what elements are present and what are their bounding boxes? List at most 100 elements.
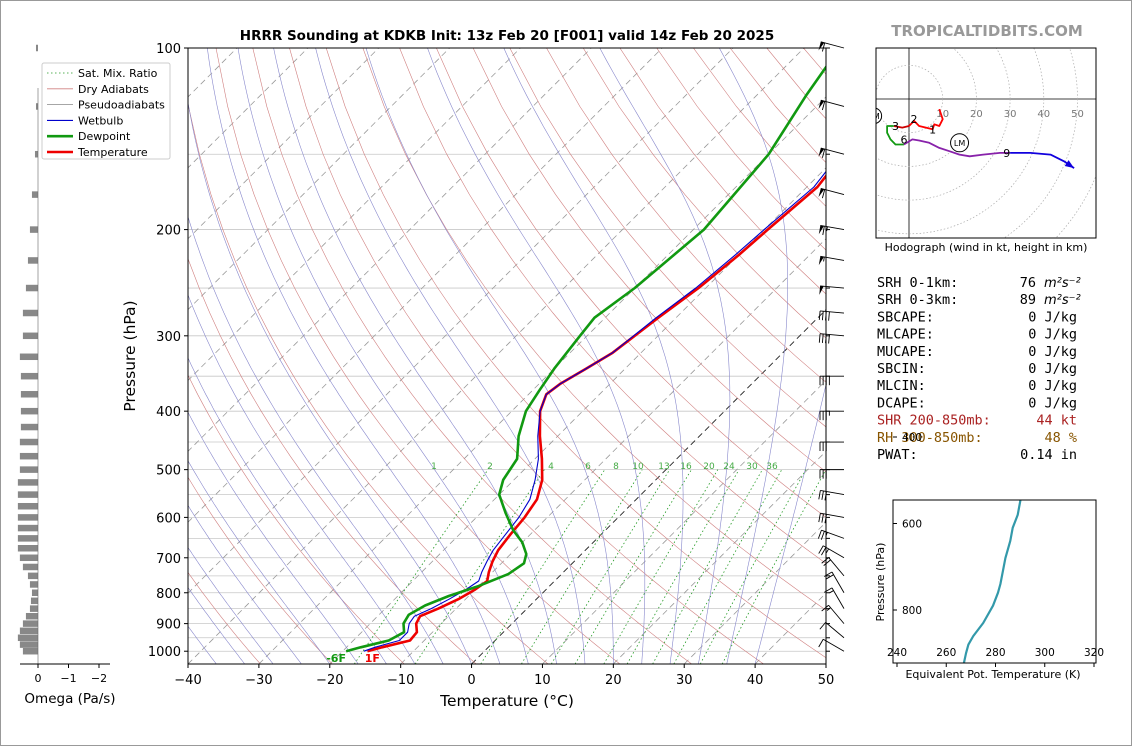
index-value: 48 % (1044, 430, 1077, 446)
omega-bar (35, 44, 38, 52)
mixing-ratio-line (353, 469, 489, 664)
sounding-indices: SRH 0-1km: 76 m²s⁻² SRH 0-3km: 89 m²s⁻² SBCAPE… (877, 275, 1081, 463)
theta-y-tick-label: 800 (902, 605, 922, 617)
pseudoadiabat (237, 48, 529, 664)
isotherm-line (400, 238, 826, 664)
dry-adiabat (252, 48, 692, 664)
wind-barb (821, 557, 845, 577)
dry-adiabat (188, 101, 549, 664)
theta-x-tick-label: 240 (887, 647, 907, 659)
mixing-ratio-line (652, 469, 763, 664)
isotherm-line (683, 521, 826, 664)
y-tick-label: 800 (156, 587, 181, 602)
legend-entry: Temperature (77, 146, 148, 159)
wind-barb (818, 489, 845, 501)
hodo-arrowhead (1064, 160, 1075, 169)
theta-x-tick-label: 280 (985, 647, 1005, 659)
wind-barb (818, 638, 845, 652)
omega-bar (34, 150, 38, 158)
barb-full (818, 333, 821, 343)
index-label: SBCAPE: (877, 309, 934, 325)
barb-flag (818, 225, 824, 235)
isotherm-line (613, 450, 826, 664)
y-tick-label: 500 (156, 464, 181, 479)
barb-flag (818, 100, 825, 109)
index-value: 0 J/kg (1028, 395, 1077, 411)
omega-bar (25, 612, 38, 620)
omega-bar (25, 284, 38, 292)
isotherm-line (188, 48, 663, 523)
wind-barb (818, 545, 845, 559)
wind-barb (818, 41, 845, 52)
wind-barb (819, 469, 844, 479)
surface-dewpoint-label: -6F (326, 652, 346, 665)
mixing-ratio-line (626, 469, 740, 664)
isotherm-line (188, 48, 521, 381)
omega-tick-label: 0 (35, 672, 42, 685)
pseudoadiabat (315, 48, 586, 664)
dry-adiabat (188, 571, 261, 664)
index-label: RH 300-850mb: (877, 430, 983, 446)
omega-bar (19, 438, 38, 446)
isotherm-line (188, 48, 379, 240)
barb-staff (828, 557, 845, 577)
x-tick-label: 20 (605, 673, 622, 688)
x-tick-label: 30 (676, 673, 693, 688)
isotherm-line (825, 663, 826, 664)
index-unit: m²s⁻² (1044, 293, 1081, 308)
mixing-ratio-line (480, 469, 606, 664)
isotherm-line (471, 308, 826, 664)
legend-entry: Dry Adiabats (78, 83, 149, 96)
index-value: 0 J/kg (1028, 361, 1077, 377)
barb-full (825, 311, 827, 321)
series-temperature (367, 173, 826, 653)
theta-x-tick-label: 320 (1084, 647, 1104, 659)
mixing-ratio-label: 36 (766, 462, 778, 472)
barb-staff (828, 604, 845, 624)
wind-barb (818, 187, 845, 199)
mixing-ratio-label: 24 (723, 462, 735, 472)
omega-tick-label: −1 (60, 672, 76, 685)
wind-barb (817, 529, 845, 540)
mixing-ratio-label: 16 (680, 462, 692, 472)
wind-barb (818, 224, 845, 236)
barb-full (817, 530, 822, 539)
index-label: SBCIN: (877, 361, 926, 377)
omega-bar (27, 572, 38, 580)
dry-adiabat (399, 48, 826, 564)
omega-panel: 0 −1 −2 (17, 44, 110, 685)
wind-barb (823, 587, 845, 609)
hodo-trace (1010, 152, 1075, 169)
mixing-ratio-label: 10 (632, 462, 644, 472)
barb-half (825, 548, 830, 554)
barb-staff (822, 545, 845, 559)
omega-bar (19, 466, 38, 473)
theta-x-tick-label: 260 (936, 647, 956, 659)
hodo-lm-marker (950, 133, 970, 153)
surface-temperature-label: 1F (365, 652, 380, 665)
hodo-lm-label: LM (954, 139, 965, 148)
pseudoadiabat (599, 48, 731, 664)
omega-bar (31, 191, 38, 198)
barb-staff (822, 638, 845, 652)
skewt-x-label: Temperature (°C) (439, 692, 574, 710)
hodo-ring (876, 48, 1045, 235)
y-tick-label: 100 (156, 42, 181, 57)
index-value: 0.14 in (1020, 447, 1077, 463)
omega-bar (22, 309, 38, 317)
barb-full (824, 491, 827, 501)
theta-y-label: Pressure (hPa) (874, 543, 887, 622)
mixing-ratio-label: 1 (431, 462, 437, 472)
barb-staff (820, 489, 845, 496)
x-tick-label: 0 (467, 673, 475, 688)
hodo-rm-marker (876, 107, 883, 125)
wind-barb (818, 255, 845, 266)
barb-half (823, 256, 825, 262)
mixing-ratio-label: 2 (487, 462, 493, 472)
wind-barb (818, 147, 845, 158)
wind-barb (823, 571, 845, 593)
dry-adiabat (472, 48, 826, 473)
barb-full (819, 622, 826, 630)
omega-bar (29, 605, 38, 612)
barb-flag (818, 148, 825, 157)
